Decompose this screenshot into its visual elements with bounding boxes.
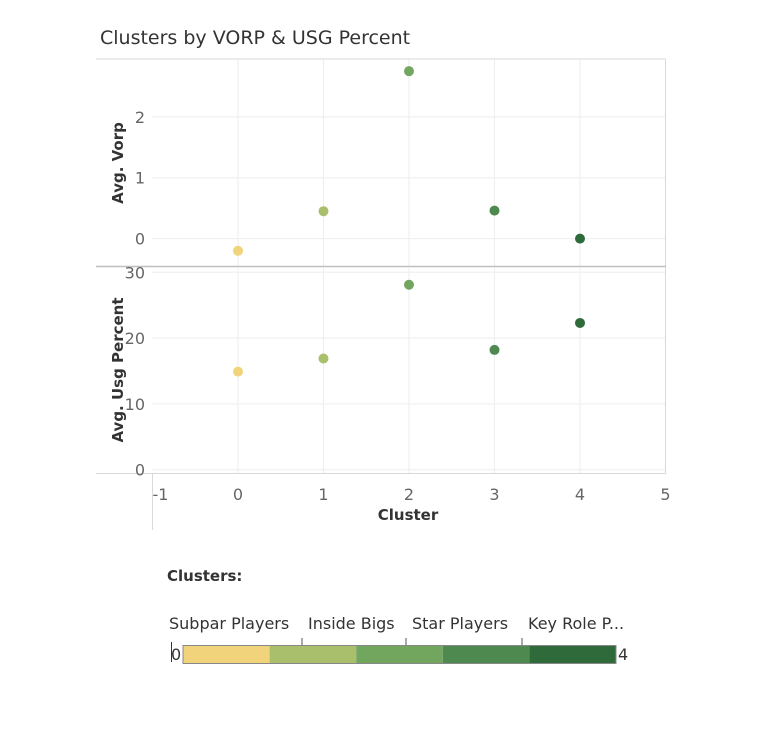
legend-swatches xyxy=(183,646,616,663)
vorp-cluster-point[interactable] xyxy=(575,233,585,244)
legend-labels: Subpar Players Inside Bigs Star Players Key… xyxy=(169,614,624,633)
vorp-cluster-point[interactable] xyxy=(404,66,414,77)
legend-swatch xyxy=(529,646,616,663)
vorp-axis-title: Avg. Vorp xyxy=(109,122,127,204)
x-tick-label: 3 xyxy=(489,485,499,504)
legend-bar-frame xyxy=(182,645,617,664)
vorp-cluster-point[interactable] xyxy=(233,245,243,256)
usg-gridlines xyxy=(152,267,666,473)
usg-cluster-point[interactable] xyxy=(233,366,243,377)
legend-title: Clusters: xyxy=(167,567,242,585)
legend-swatch xyxy=(183,646,270,663)
legend-label: Key Role P... xyxy=(528,614,624,633)
legend-label: Subpar Players xyxy=(169,614,289,633)
vorp-cluster-point[interactable] xyxy=(318,206,329,217)
usg-y-tick-label: 10 xyxy=(125,395,145,414)
legend-label: Inside Bigs xyxy=(308,614,395,633)
x-tick-label: 5 xyxy=(660,485,670,504)
vorp-panel: 0 1 2 Avg. Vorp xyxy=(96,58,666,268)
vorp-y-tick-label: 2 xyxy=(135,108,145,127)
x-tick-label: 0 xyxy=(233,485,243,504)
x-tick-label: -1 xyxy=(153,485,169,504)
vorp-y-tick-label: 0 xyxy=(135,230,145,249)
usg-axis-title: Avg. Usg Percent xyxy=(109,297,127,442)
x-tick-label: 4 xyxy=(575,485,585,504)
usg-points xyxy=(233,279,585,377)
x-tick-label: 2 xyxy=(404,485,414,504)
vorp-cluster-point[interactable] xyxy=(489,205,500,216)
usg-cluster-point[interactable] xyxy=(489,344,500,355)
legend-swatch xyxy=(356,646,443,663)
vorp-gridlines xyxy=(152,59,666,266)
usg-cluster-point[interactable] xyxy=(318,353,329,364)
legend-label: Star Players xyxy=(412,614,508,633)
x-axis-title: Cluster xyxy=(378,506,439,524)
x-ticks: -1 0 1 2 3 4 5 xyxy=(153,485,671,504)
x-tick-label: 1 xyxy=(318,485,328,504)
legend-ticks xyxy=(301,638,523,646)
usg-y-tick-label: 20 xyxy=(125,329,145,348)
legend-swatch xyxy=(442,646,530,663)
usg-y-ticks: 0 10 20 30 xyxy=(125,263,145,479)
vorp-y-ticks: 0 1 2 xyxy=(135,108,145,249)
usg-y-tick-label: 30 xyxy=(125,263,145,282)
legend-swatch xyxy=(269,646,357,663)
chart-title: Clusters by VORP & USG Percent xyxy=(100,27,410,49)
vorp-y-tick-label: 1 xyxy=(135,169,145,188)
usg-cluster-point[interactable] xyxy=(575,317,585,328)
color-legend: Clusters: Subpar Players Inside Bigs Star … xyxy=(167,567,628,664)
vorp-points xyxy=(233,66,585,256)
legend-max-label: 4 xyxy=(618,645,628,664)
usg-y-tick-label: 0 xyxy=(135,461,145,480)
legend-min-label: 0 xyxy=(171,645,181,664)
usg-cluster-point[interactable] xyxy=(404,279,414,290)
